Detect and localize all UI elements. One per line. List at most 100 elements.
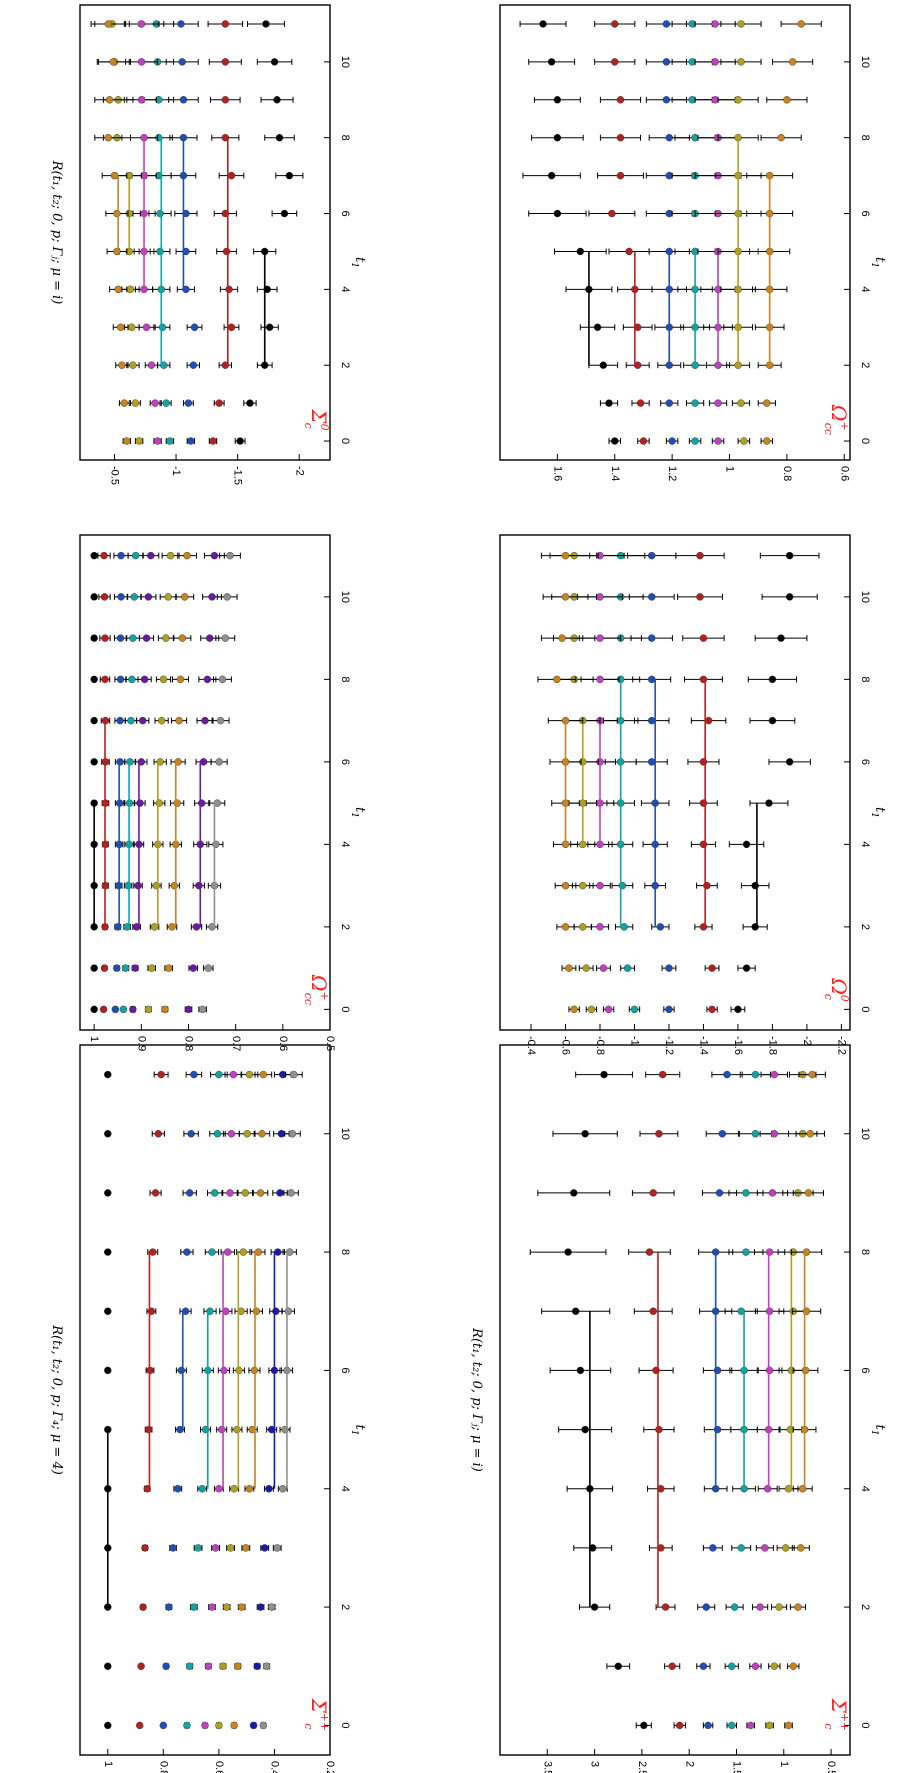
data-point [665, 964, 673, 972]
x-tick-label: 0 [339, 1722, 351, 1728]
data-point [596, 593, 604, 601]
data-point [246, 399, 254, 407]
x-tick-label: 2 [859, 1604, 871, 1610]
data-point [215, 1721, 223, 1730]
x-tick-label: 6 [339, 1367, 351, 1373]
x-tick-label: 4 [339, 1486, 351, 1492]
data-point [262, 1662, 271, 1670]
data-point [183, 1248, 191, 1256]
x-tick-label: 2 [859, 924, 871, 930]
y-tick-label: 0.8 [183, 1036, 195, 1051]
data-point [639, 437, 648, 445]
data-point [229, 1070, 238, 1079]
data-point [245, 1485, 254, 1493]
data-point [170, 881, 179, 890]
data-point [149, 1248, 157, 1256]
data-point [137, 58, 146, 66]
data-point [117, 551, 125, 560]
data-point [216, 716, 225, 725]
state-annotation-sub: c [822, 994, 835, 1000]
data-point [708, 1005, 716, 1014]
data-point [221, 20, 230, 28]
data-point [144, 1005, 153, 1014]
data-point [90, 1005, 98, 1014]
data-point [561, 923, 570, 931]
data-point [259, 1070, 268, 1079]
data-point [162, 399, 170, 407]
data-point [237, 1603, 246, 1611]
data-point [225, 285, 233, 294]
y-tick-label: -0.4 [525, 1036, 537, 1055]
data-point [131, 964, 139, 972]
data-point [156, 209, 164, 218]
plot-frame [499, 534, 851, 1031]
y-tick-label: 0.6 [838, 466, 850, 481]
data-point [208, 1248, 216, 1256]
data-point [245, 1070, 254, 1079]
data-point [105, 96, 114, 104]
y-tick-label: -1.4 [698, 1036, 710, 1055]
data-point [164, 964, 173, 972]
data-point [226, 1544, 235, 1552]
data-point [113, 964, 121, 972]
data-point [763, 399, 771, 407]
data-point [734, 96, 742, 104]
x-tick-label: 4 [339, 841, 351, 847]
data-point [174, 1485, 182, 1493]
data-point [765, 799, 773, 807]
data-point [258, 1130, 266, 1138]
data-point [714, 399, 722, 407]
data-point [114, 285, 122, 294]
state-annotation-sub: cc [822, 423, 835, 435]
data-point [123, 437, 131, 445]
data-point [118, 361, 126, 369]
data-point [114, 923, 122, 931]
data-point [147, 551, 155, 560]
data-point [662, 58, 671, 66]
data-point [290, 1070, 298, 1079]
data-point [711, 58, 719, 66]
data-point [113, 247, 121, 256]
state-annotation: Ω+cc [822, 404, 851, 435]
data-point [162, 634, 170, 642]
y-tick-label: 0.5 [825, 1761, 837, 1773]
x-tick-label: 2 [339, 1604, 351, 1610]
data-point [221, 96, 230, 104]
y-tick-label: -2 [801, 1036, 813, 1046]
data-point [570, 1005, 578, 1014]
data-point [280, 209, 289, 218]
y-tick-label: 2.5 [636, 1761, 648, 1773]
data-point [139, 1603, 147, 1611]
data-point [243, 1130, 251, 1138]
data-point [256, 1189, 265, 1197]
data-point [737, 1544, 745, 1552]
data-point [765, 1366, 774, 1375]
x-tick-label: 8 [859, 676, 871, 682]
data-point [785, 551, 794, 560]
data-point [90, 675, 98, 684]
data-point [593, 323, 602, 331]
data-point [230, 1721, 238, 1730]
data-point [570, 1189, 578, 1197]
data-point [596, 923, 604, 931]
state-annotation: Σ++c [302, 1698, 331, 1732]
data-point [261, 1544, 269, 1552]
data-point [135, 437, 143, 445]
data-point [226, 1189, 234, 1197]
x-tick-label: 8 [339, 1249, 351, 1255]
data-point [201, 1721, 209, 1730]
data-point [221, 58, 230, 66]
data-point [178, 58, 186, 66]
data-point [161, 1005, 169, 1014]
data-point [596, 881, 604, 890]
data-point [616, 171, 625, 180]
y-tick-label: -2.2 [835, 1036, 847, 1055]
x-tick-label: 4 [859, 1486, 871, 1492]
data-point [273, 96, 281, 104]
data-point [723, 1070, 731, 1079]
x-axis-label-sub: 1 [349, 262, 359, 268]
data-point [215, 399, 223, 407]
data-point [553, 209, 562, 218]
data-point [157, 716, 166, 725]
data-point [90, 634, 98, 642]
